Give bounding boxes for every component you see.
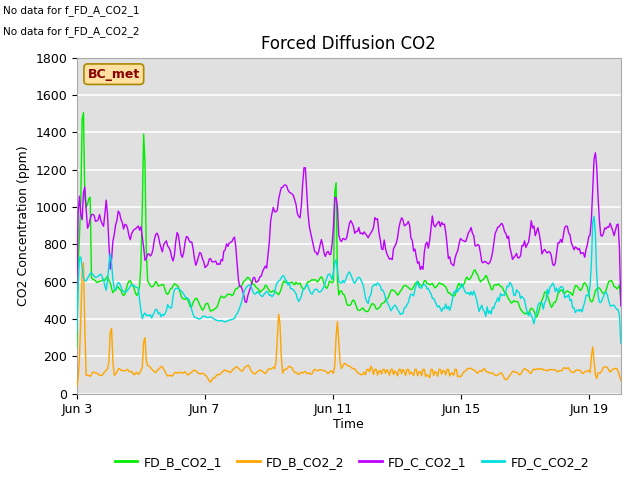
Text: No data for f_FD_A_CO2_2: No data for f_FD_A_CO2_2 xyxy=(3,26,140,37)
Text: No data for f_FD_A_CO2_1: No data for f_FD_A_CO2_1 xyxy=(3,5,140,16)
X-axis label: Time: Time xyxy=(333,418,364,431)
Title: Forced Diffusion CO2: Forced Diffusion CO2 xyxy=(261,35,436,53)
Text: BC_met: BC_met xyxy=(88,68,140,81)
Legend: FD_B_CO2_1, FD_B_CO2_2, FD_C_CO2_1, FD_C_CO2_2: FD_B_CO2_1, FD_B_CO2_2, FD_C_CO2_1, FD_C… xyxy=(110,451,594,474)
Y-axis label: CO2 Concentration (ppm): CO2 Concentration (ppm) xyxy=(17,145,29,306)
